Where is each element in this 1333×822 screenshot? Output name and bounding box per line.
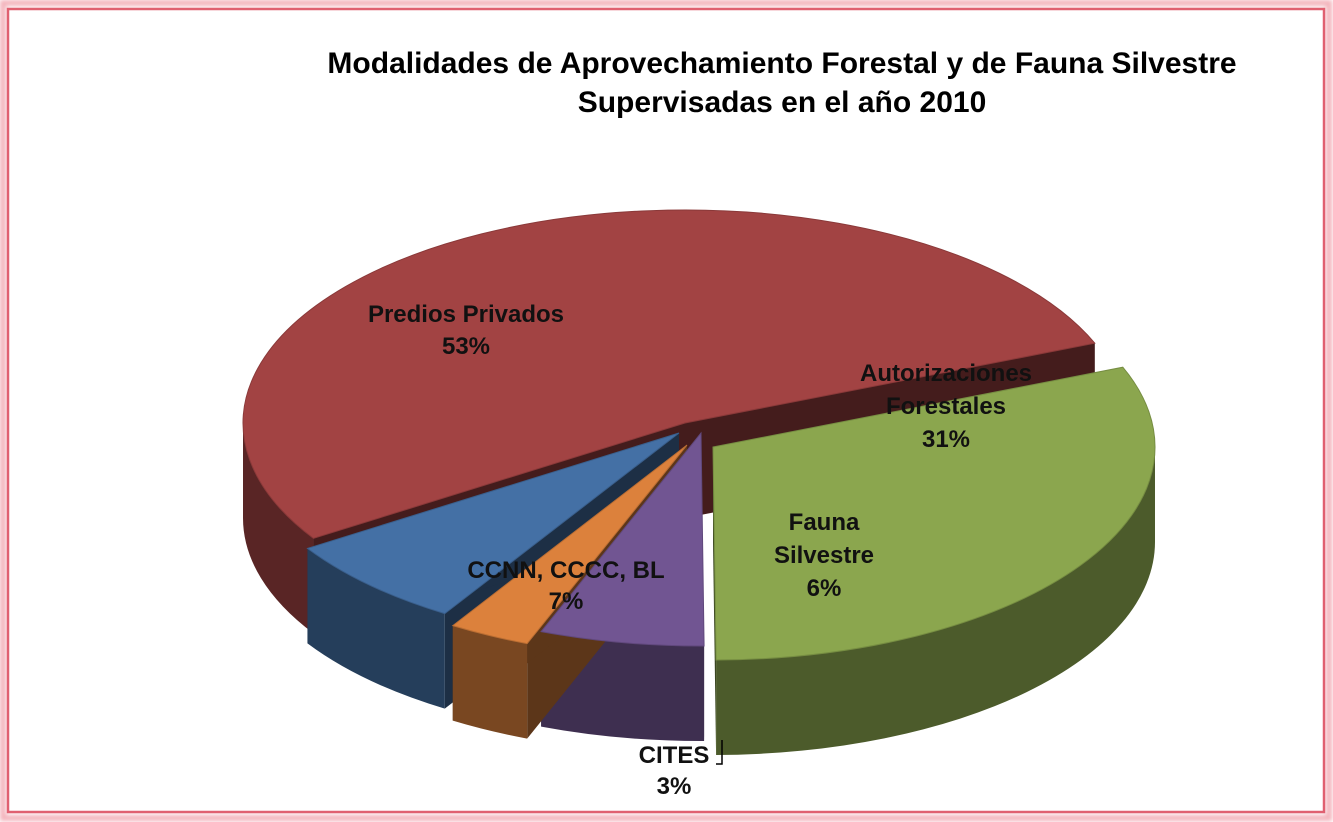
slice-4 xyxy=(306,432,680,615)
slice-5 xyxy=(242,209,1096,539)
slice-label-1: Forestales xyxy=(886,393,1006,420)
chart-subtitle: Supervisadas en el año 2010 xyxy=(578,86,987,119)
slice-pct-label-4: 7% xyxy=(549,588,584,615)
slice-1 xyxy=(712,366,1156,661)
pie-tops xyxy=(242,209,1156,661)
cites-leader-line xyxy=(716,740,723,765)
slice-side-1 xyxy=(716,447,1155,755)
slice-label-3: CITES xyxy=(639,742,710,769)
slice-side-3 xyxy=(452,625,528,739)
slice-label-2: Silvestre xyxy=(774,542,874,569)
slice-label-5: Predios Privados xyxy=(368,301,564,328)
slice-pct-label-3: 3% xyxy=(657,773,692,800)
slice-label-2: Fauna xyxy=(789,509,860,536)
slice-pct-label-2: 6% xyxy=(807,575,842,602)
slice-2 xyxy=(540,431,705,647)
slice-pct-label-5: 53% xyxy=(442,333,490,360)
slice-side-5 xyxy=(243,423,314,634)
slice-pct-label-1: 31% xyxy=(922,426,970,453)
chart-title: Modalidades de Aprovechamiento Forestal … xyxy=(327,47,1236,80)
slice-label-1: Autorizaciones xyxy=(860,360,1032,387)
slice-label-4: CCNN, CCCC, BL xyxy=(467,557,664,584)
slice-side-4 xyxy=(307,548,445,709)
slice-3 xyxy=(451,444,688,645)
pie-labels: Autorizaciones Forestales 31% Fauna Silvestr… xyxy=(368,301,1032,800)
